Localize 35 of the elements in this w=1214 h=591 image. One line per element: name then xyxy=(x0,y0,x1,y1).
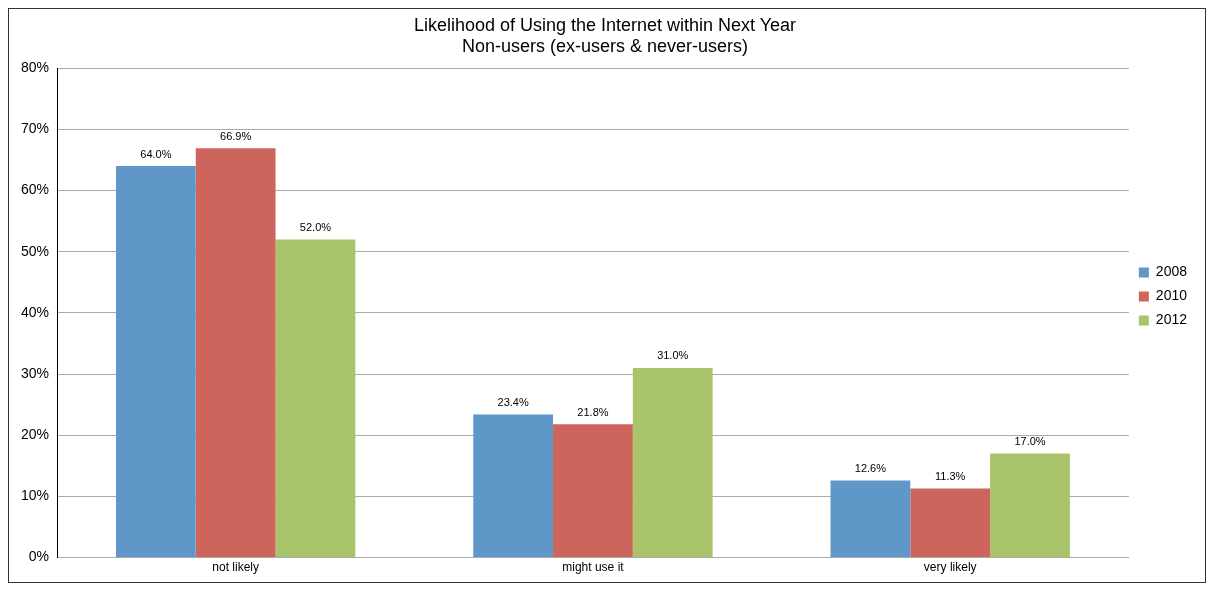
bar xyxy=(115,166,196,558)
bar xyxy=(195,148,276,558)
y-tick-label: 70% xyxy=(20,120,50,137)
chart-subtitle: Non-users (ex-users & never-users) xyxy=(461,36,749,57)
bar xyxy=(830,480,911,558)
bar xyxy=(553,424,633,558)
x-tick-label: not likely xyxy=(212,560,259,575)
y-tick-label: 30% xyxy=(20,364,50,381)
bar xyxy=(990,453,1070,558)
data-label: 11.3% xyxy=(935,470,966,482)
y-tick-label: 80% xyxy=(20,59,50,76)
x-tick-label: very likely xyxy=(923,560,977,575)
y-tick-label: 50% xyxy=(20,242,50,259)
chart-title: Likelihood of Using the Internet within Next Year xyxy=(413,14,797,35)
y-tick-label: 60% xyxy=(20,181,50,198)
data-label: 52.0% xyxy=(299,221,332,234)
y-tick-label: 10% xyxy=(20,487,50,504)
data-label: 64.0% xyxy=(140,147,172,160)
y-tick-label: 0% xyxy=(28,548,50,565)
legend-label: 2008 xyxy=(1155,263,1188,280)
bar xyxy=(473,414,554,558)
data-label: 23.4% xyxy=(497,395,529,408)
legend-label: 2010 xyxy=(1155,287,1188,304)
data-label: 66.9% xyxy=(220,129,252,142)
data-label: 21.8% xyxy=(577,405,609,418)
legend-label: 2012 xyxy=(1155,311,1188,328)
y-tick-label: 40% xyxy=(20,303,50,320)
data-label: 12.6% xyxy=(854,462,887,475)
x-tick-label: might use it xyxy=(562,560,625,575)
bar xyxy=(910,488,991,558)
bar xyxy=(632,367,713,558)
bar xyxy=(275,239,356,558)
data-label: 17.0% xyxy=(1014,435,1046,448)
y-tick-label: 20% xyxy=(20,426,50,443)
data-label: 31.0% xyxy=(657,349,689,362)
